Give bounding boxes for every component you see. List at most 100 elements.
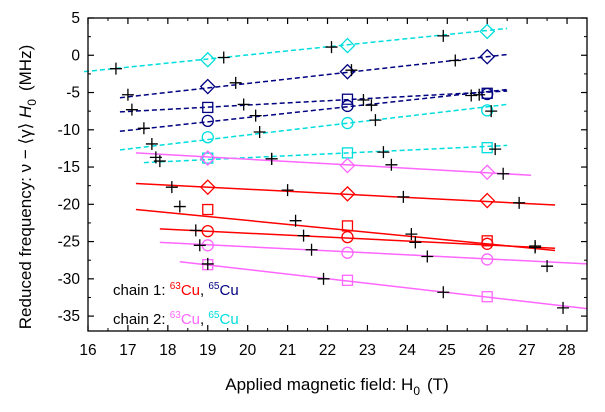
circle-marker: [341, 99, 354, 113]
x-tick-label: 20: [239, 342, 257, 359]
y-tick-label: 5: [71, 10, 80, 27]
y-tick-label: -35: [58, 308, 80, 325]
y-tick-label: -30: [58, 271, 81, 288]
circle-marker: [201, 114, 214, 127]
legend-chain2-sep: ,: [200, 311, 208, 328]
cross-marker: [289, 214, 302, 227]
solid-fit-line: [179, 260, 588, 310]
square-marker: [341, 220, 354, 232]
legend-row-chain1: chain 1: 63Cu, 65Cu: [113, 281, 239, 299]
circle-marker: [201, 224, 214, 238]
diamond-marker: [339, 37, 356, 54]
x-tick-label: 16: [79, 342, 96, 359]
dashed-fit-line: [119, 88, 508, 133]
cross-marker: [265, 152, 278, 165]
diamond-marker: [339, 63, 356, 80]
cross-markers: [109, 29, 570, 314]
cross-marker: [397, 190, 410, 203]
square-marker: [481, 142, 493, 154]
y-tick-label: -5: [66, 85, 80, 102]
diamond-marker: [479, 192, 496, 209]
y-tick-label: -25: [58, 234, 80, 251]
cross-marker: [201, 257, 214, 270]
circle-marker: [341, 116, 354, 130]
y-axis-title-prefix: Reduced frequency: ν − ⟨γ⟩: [16, 118, 35, 329]
cross-marker: [465, 89, 478, 102]
circle-marker: [201, 131, 214, 144]
cross-marker: [325, 41, 338, 54]
square-marker: [341, 93, 354, 105]
solid-fit-line: [159, 228, 556, 250]
cross-marker: [541, 260, 554, 273]
legend-chain2-b: Cu: [220, 311, 239, 328]
y-tick-label: -20: [58, 196, 81, 213]
data-markers: [199, 23, 496, 303]
y-axis-title-subscript: 0: [25, 99, 39, 106]
fit-lines: [83, 27, 588, 310]
square-marker: [481, 291, 493, 303]
square-marker: [202, 203, 214, 216]
x-tick-label: 18: [159, 342, 176, 359]
cross-marker: [513, 196, 526, 209]
diamond-marker: [199, 150, 216, 167]
cross-marker: [125, 103, 138, 116]
y-tick-label: 0: [71, 47, 80, 64]
circle-marker: [341, 230, 354, 244]
legend-chain2-a-sup: 63: [170, 310, 182, 321]
y-axis-title-variable: H: [16, 105, 35, 118]
dashed-fit-line: [119, 53, 508, 99]
cross-marker: [437, 29, 450, 42]
cross-marker: [145, 137, 158, 150]
dashed-fit-line: [119, 90, 508, 113]
cross-marker: [153, 155, 166, 168]
cross-marker: [485, 105, 498, 118]
diamond-marker: [339, 157, 356, 174]
y-axis-title-unit: (MHz): [16, 45, 35, 91]
legend-chain1-sep: ,: [200, 282, 208, 299]
x-axis-title: Applied magnetic field: H0 (T): [225, 375, 448, 398]
x-axis-title-subscript: 0: [413, 384, 420, 398]
x-axis-title-text: Applied magnetic field: H: [225, 375, 413, 394]
legend-row-chain2: chain 2: 63Cu, 65Cu: [113, 310, 239, 328]
y-tick-label: -10: [58, 122, 81, 139]
cross-marker: [173, 200, 186, 213]
legend: chain 1: 63Cu, 65Cu chain 2: 63Cu, 65Cu: [113, 281, 239, 328]
x-axis-title-unit: (T): [427, 375, 449, 394]
x-tick-label: 27: [518, 342, 535, 359]
x-tick-label: 25: [439, 342, 456, 359]
cross-marker: [297, 229, 310, 242]
square-marker: [202, 152, 214, 164]
cross-marker: [421, 250, 434, 263]
axis-ticks: [87, 17, 587, 331]
dashed-fit-line: [119, 103, 508, 151]
solid-fit-line: [135, 152, 532, 176]
cross-marker: [165, 181, 178, 194]
solid-fit-line: [135, 182, 556, 206]
diamond-marker: [479, 23, 496, 40]
cross-marker: [409, 236, 422, 249]
solid-fit-line: [159, 241, 588, 265]
cross-marker: [229, 76, 242, 89]
cross-marker: [249, 109, 262, 122]
x-tick-label: 17: [119, 342, 136, 359]
circle-marker: [481, 104, 494, 117]
circle-marker: [481, 237, 494, 250]
dashed-fit-line: [83, 27, 508, 73]
cross-marker: [121, 88, 134, 101]
cross-marker: [369, 114, 382, 127]
legend-chain1-b-sup: 65: [208, 281, 220, 292]
diamond-marker: [339, 185, 356, 202]
solid-fit-line: [135, 208, 556, 252]
x-tick-label: 23: [359, 342, 376, 359]
cross-marker: [357, 93, 370, 106]
cross-marker: [189, 224, 202, 237]
y-tick-label: -15: [58, 159, 80, 176]
x-tick-label: 28: [558, 342, 575, 359]
diamond-marker: [199, 51, 216, 68]
legend-chain1-b: Cu: [220, 282, 239, 299]
diamond-marker: [479, 164, 496, 181]
cross-marker: [365, 99, 378, 112]
cross-marker: [557, 301, 570, 314]
cross-marker: [345, 64, 358, 77]
